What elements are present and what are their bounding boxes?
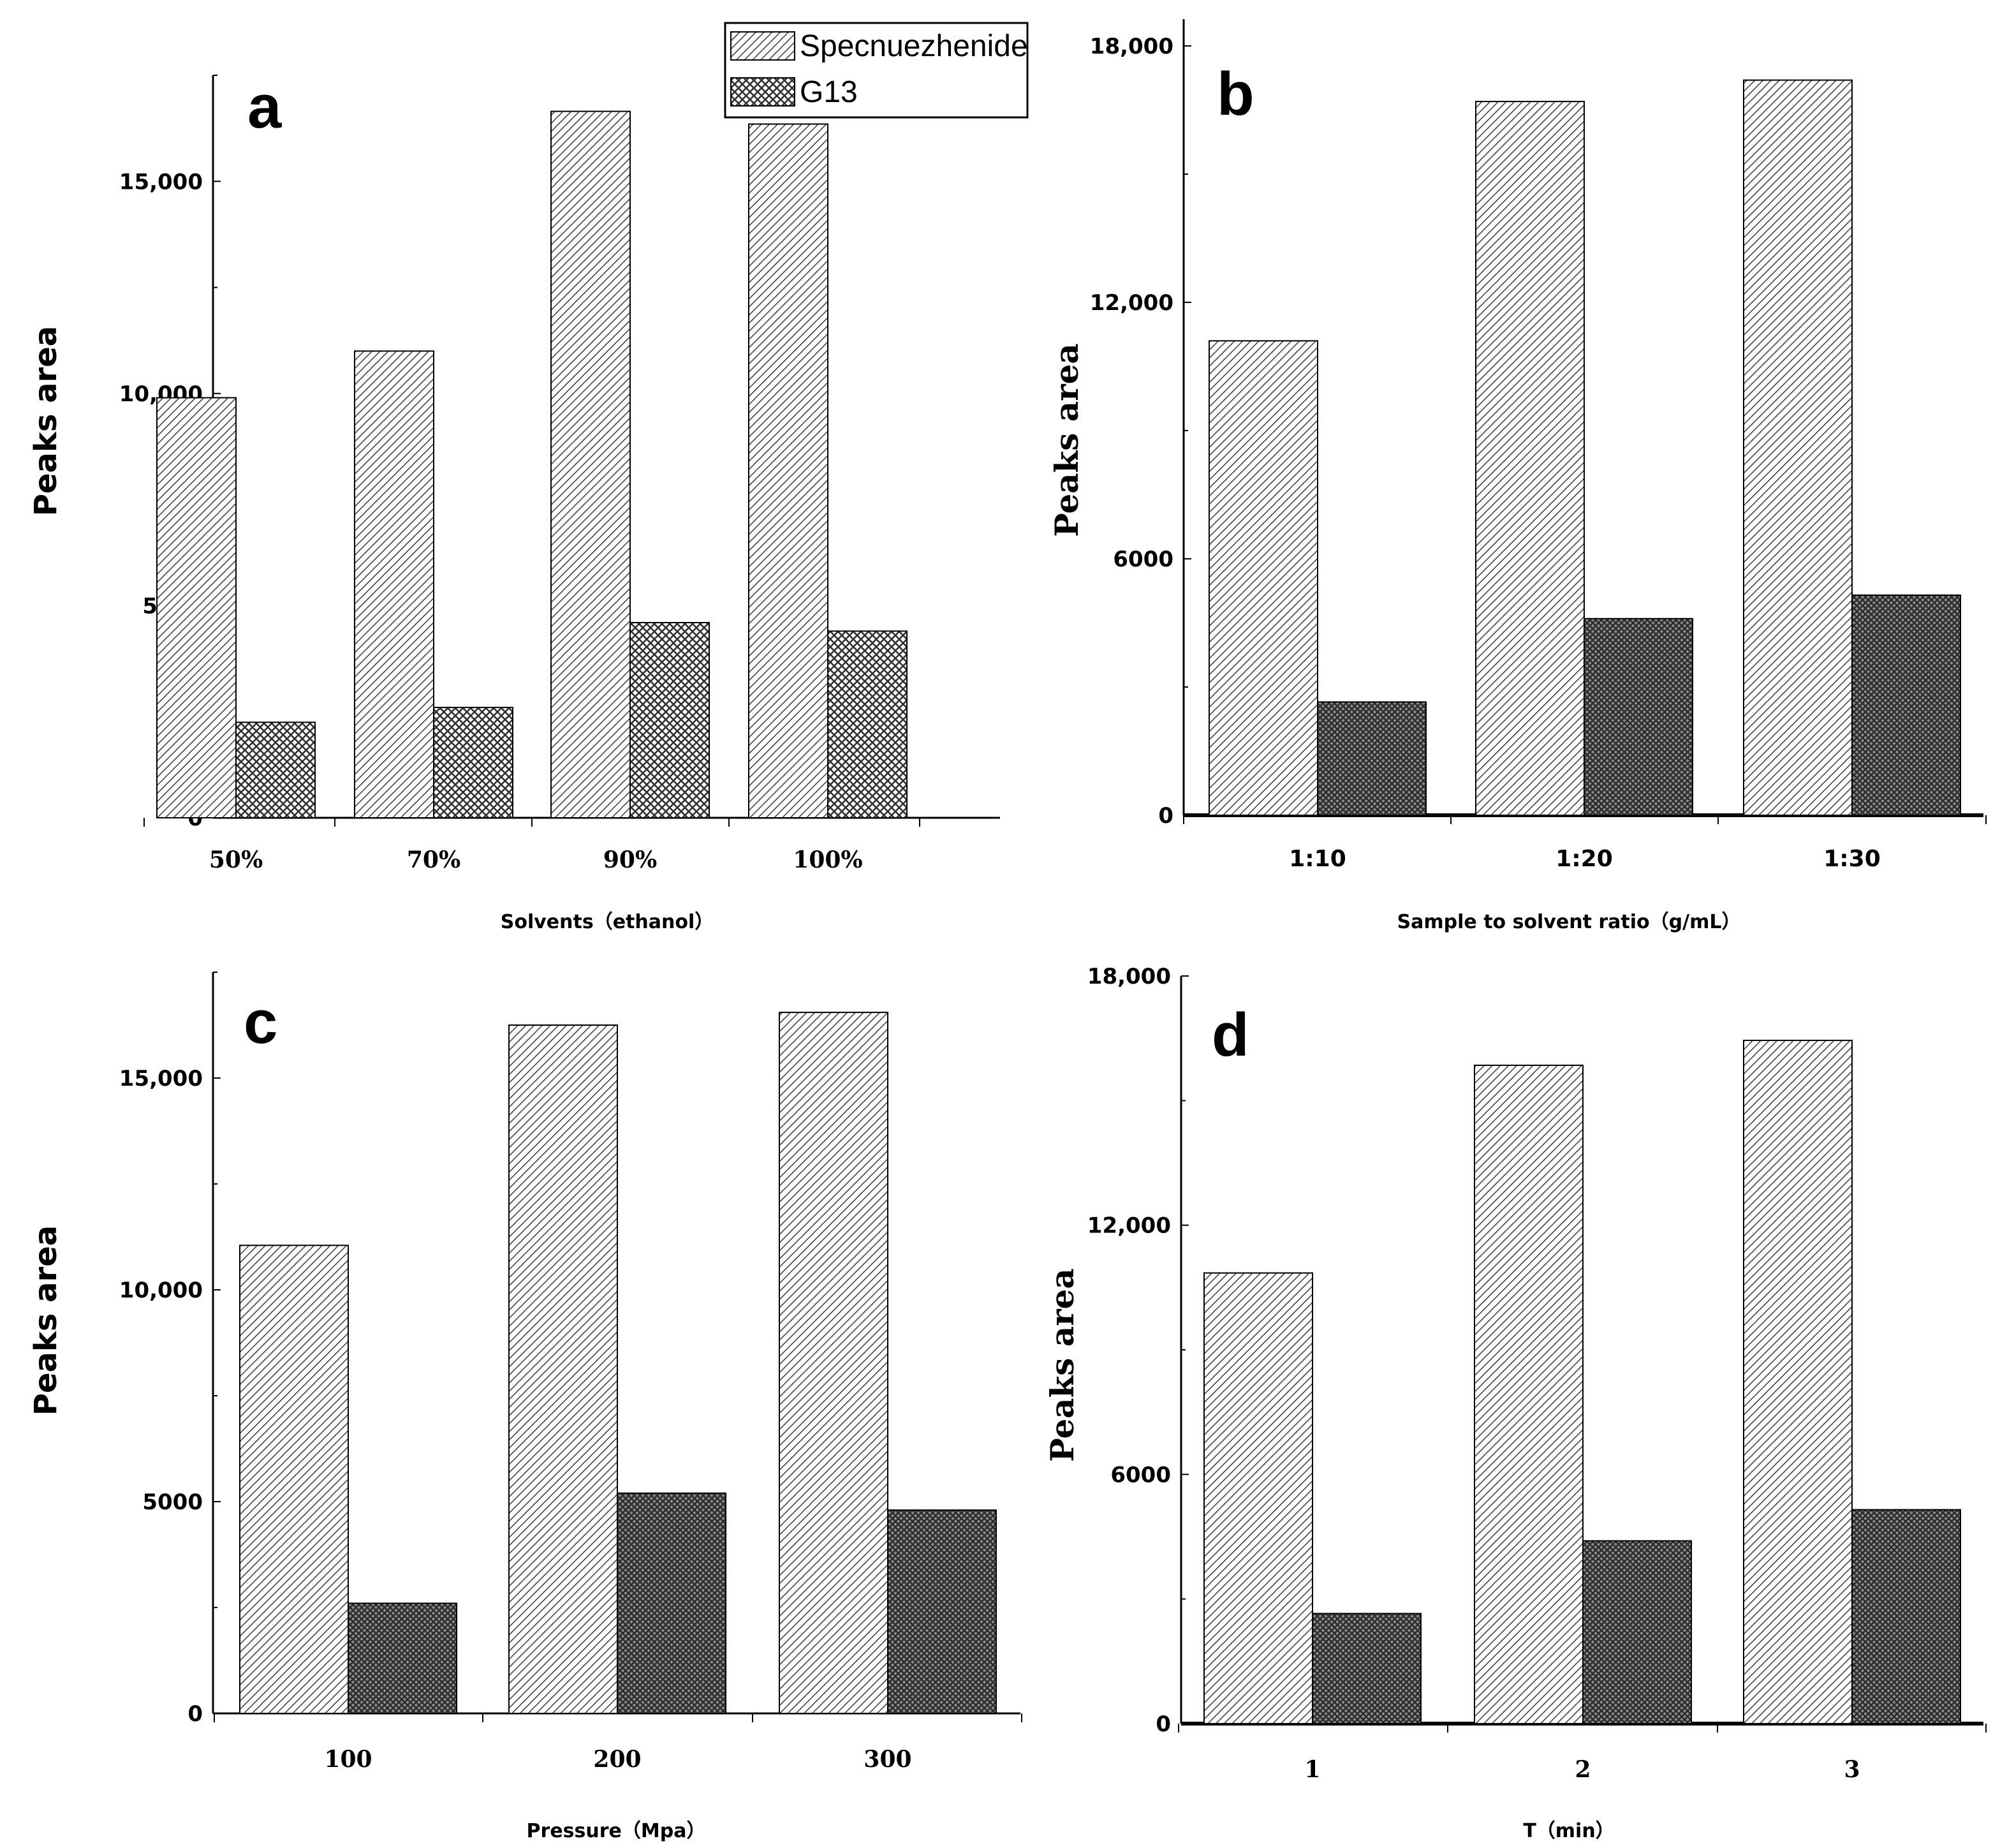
legend-label-specnuezhenide: Specnuezhenide bbox=[800, 29, 1028, 63]
y-tick-label: 18,000 bbox=[1087, 964, 1171, 989]
bar-specnuezhenide-c-0 bbox=[239, 1245, 349, 1714]
legend-swatch-specnuezhenide bbox=[730, 31, 795, 61]
bar-specnuezhenide-c-1 bbox=[508, 1024, 618, 1714]
bar-specnuezhenide-b-2 bbox=[1743, 79, 1853, 817]
x-tick-label: 200 bbox=[593, 1746, 641, 1773]
x-tick-label: 300 bbox=[864, 1746, 911, 1773]
y-axis-title-a: Peaks area bbox=[28, 326, 64, 516]
bar-specnuezhenide-d-2 bbox=[1743, 1039, 1853, 1724]
chart-panel-c: c Peaks area Pressure（Mpa） 0 5000 10,000 15… bbox=[28, 972, 1022, 1842]
bar-specnuezhenide-d-0 bbox=[1203, 1272, 1313, 1724]
bar-specnuezhenide-a-1 bbox=[354, 350, 434, 818]
bar-specnuezhenide-c-2 bbox=[779, 1012, 888, 1714]
bar-g13-d-2 bbox=[1851, 1509, 1961, 1724]
x-tick-label: 1:30 bbox=[1823, 846, 1881, 872]
x-tick-label: 2 bbox=[1575, 1756, 1591, 1783]
bar-specnuezhenide-a-0 bbox=[156, 397, 237, 818]
legend: Specnuezhenide G13 bbox=[724, 22, 1029, 119]
bar-g13-a-1 bbox=[433, 707, 513, 819]
y-tick-label: 0 bbox=[1158, 803, 1173, 829]
bar-specnuezhenide-b-0 bbox=[1209, 340, 1318, 816]
bar-specnuezhenide-a-3 bbox=[748, 123, 828, 818]
x-axis-title-b: Sample to solvent ratio（g/mL） bbox=[1397, 911, 1741, 933]
bar-g13-d-0 bbox=[1312, 1613, 1422, 1725]
x-axis-title-d: T（min） bbox=[1523, 1820, 1614, 1842]
panel-label-c: c bbox=[244, 988, 277, 1056]
bar-specnuezhenide-b-1 bbox=[1475, 101, 1585, 817]
x-tick-label: 70% bbox=[407, 846, 460, 873]
bar-g13-b-1 bbox=[1584, 617, 1693, 816]
chart-panel-b: b Peaks area Sample to solvent ratio（g/m… bbox=[1048, 19, 1987, 933]
y-tick-label: 0 bbox=[1156, 1711, 1171, 1737]
x-tick-label: 100% bbox=[793, 846, 862, 873]
panel-label-b: b bbox=[1217, 60, 1254, 128]
bar-g13-c-2 bbox=[887, 1509, 997, 1715]
y-axis-title-b: Peaks area bbox=[1048, 343, 1085, 537]
y-tick-label: 10,000 bbox=[119, 1278, 203, 1303]
bar-specnuezhenide-a-2 bbox=[550, 110, 631, 819]
y-tick-label: 15,000 bbox=[119, 1066, 203, 1091]
panel-label-d: d bbox=[1212, 1001, 1249, 1069]
x-axis-title-c: Pressure（Mpa） bbox=[527, 1820, 706, 1842]
bar-g13-c-0 bbox=[348, 1602, 457, 1715]
y-tick-label: 0 bbox=[188, 1701, 203, 1727]
bar-g13-a-3 bbox=[827, 630, 908, 819]
y-tick-label: 12,000 bbox=[1090, 290, 1173, 316]
y-tick-label: 6000 bbox=[1110, 1462, 1171, 1488]
bar-g13-d-1 bbox=[1582, 1540, 1692, 1725]
x-tick-label: 1:10 bbox=[1289, 846, 1346, 872]
y-axis-title-c: Peaks area bbox=[28, 1225, 64, 1416]
legend-swatch-g13 bbox=[730, 77, 795, 107]
chart-panel-d: d Peaks area T（min） 0 6000 12,000 18,000 1 2 3 bbox=[1043, 964, 1987, 1842]
panel-label-a: a bbox=[247, 73, 282, 141]
y-tick-label: 6000 bbox=[1113, 547, 1173, 572]
bar-g13-b-0 bbox=[1317, 701, 1427, 816]
legend-label-g13: G13 bbox=[800, 75, 858, 109]
x-tick-label: 90% bbox=[603, 846, 657, 873]
bar-g13-a-2 bbox=[629, 622, 710, 819]
x-axis-title-a: Solvents（ethanol） bbox=[501, 911, 714, 933]
chart-panel-a: a Peaks area Solvents（ethanol） 0500010,0… bbox=[28, 73, 1000, 933]
bar-g13-a-0 bbox=[235, 721, 316, 819]
x-tick-label: 100 bbox=[324, 1746, 372, 1773]
y-tick-label: 18,000 bbox=[1090, 34, 1173, 59]
bar-g13-c-1 bbox=[617, 1492, 726, 1714]
x-tick-label: 1:20 bbox=[1555, 846, 1613, 872]
bar-specnuezhenide-d-1 bbox=[1474, 1064, 1584, 1724]
y-tick-label: 12,000 bbox=[1087, 1213, 1171, 1239]
y-tick-label: 5000 bbox=[142, 1489, 203, 1515]
x-tick-label: 50% bbox=[209, 846, 263, 873]
x-tick-label: 3 bbox=[1844, 1756, 1860, 1783]
x-tick-label: 1 bbox=[1304, 1756, 1320, 1783]
bar-g13-b-2 bbox=[1851, 594, 1961, 816]
y-tick-label: 15,000 bbox=[119, 169, 203, 195]
y-axis-title-d: Peaks area bbox=[1043, 1268, 1081, 1462]
